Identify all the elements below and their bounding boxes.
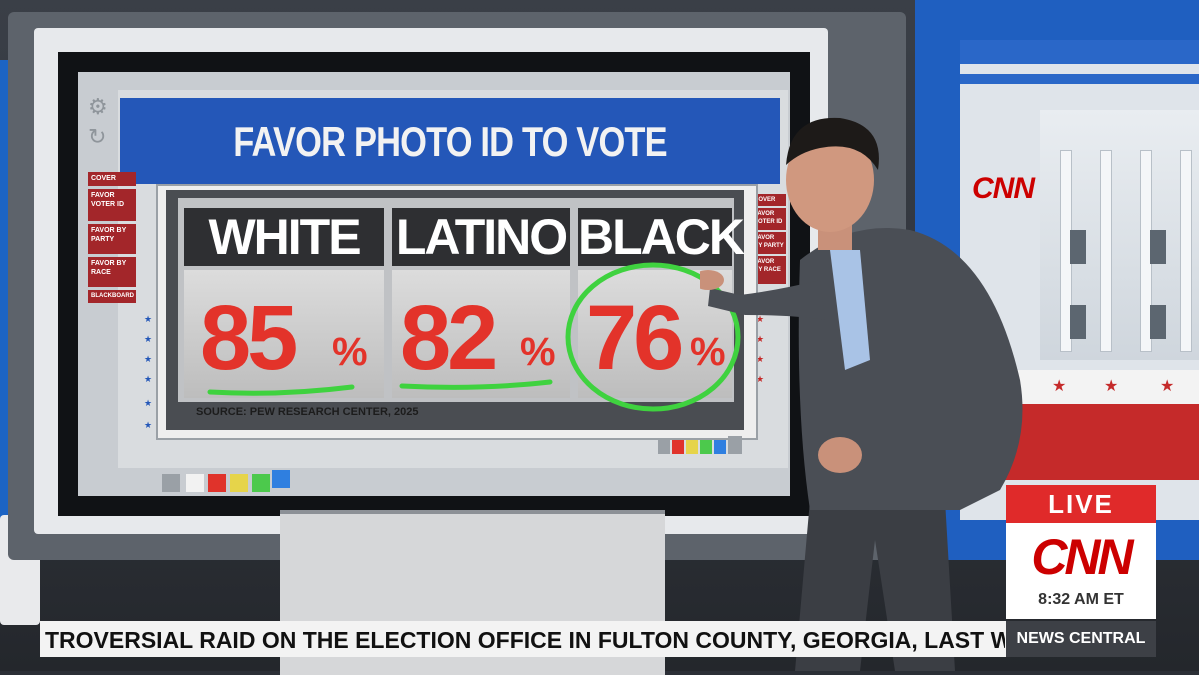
source-note: SOURCE: PEW RESEARCH CENTER, 2025 bbox=[196, 406, 419, 418]
percent-value-black: 76 bbox=[586, 287, 684, 389]
star-icon: ★ bbox=[756, 314, 765, 324]
percent-sign: % bbox=[332, 330, 368, 374]
menu-item-cover[interactable]: COVER bbox=[88, 172, 136, 186]
white-house-window bbox=[1070, 230, 1086, 264]
menu-item-favor-by-party[interactable]: FAVOR BY PARTY bbox=[88, 224, 136, 254]
news-ticker bbox=[40, 621, 1010, 657]
white-house-window bbox=[1150, 230, 1166, 264]
color-chip[interactable] bbox=[686, 440, 698, 454]
white-house-column bbox=[1180, 150, 1192, 352]
color-chip[interactable] bbox=[162, 474, 180, 492]
white-house-image bbox=[1040, 110, 1199, 360]
color-chip[interactable] bbox=[272, 470, 290, 488]
title-bar bbox=[120, 98, 780, 184]
star-icon: ★ bbox=[1104, 378, 1119, 395]
column-panel bbox=[392, 270, 570, 398]
wall-stripe bbox=[960, 74, 1199, 84]
color-chip[interactable] bbox=[230, 474, 248, 492]
circle-mark bbox=[565, 262, 741, 412]
white-house-window bbox=[1070, 305, 1086, 339]
color-chip[interactable] bbox=[658, 440, 670, 454]
cnn-logo: CNN bbox=[1031, 529, 1133, 585]
show-name: NEWS CENTRAL bbox=[1006, 621, 1156, 657]
star-icon: ★ bbox=[144, 354, 153, 364]
menu-item-favor-voter-id[interactable]: FAVOR VOTER ID bbox=[88, 189, 136, 221]
menu-item-favor-by-race[interactable]: FAVOR BY RACE bbox=[88, 257, 136, 287]
menu-item-cover[interactable]: COVER bbox=[752, 194, 786, 206]
color-chip[interactable] bbox=[714, 440, 726, 454]
column-header-latino: LATINO bbox=[392, 208, 570, 266]
gear-icon[interactable]: ⚙ bbox=[88, 94, 108, 119]
star-icon: ★ bbox=[756, 374, 765, 384]
wall-stripe bbox=[960, 40, 1199, 64]
graphic-title: FAVOR PHOTO ID TO VOTE bbox=[233, 118, 667, 165]
star-icon: ★ bbox=[1052, 378, 1067, 395]
refresh-icon[interactable]: ↻ bbox=[88, 124, 107, 149]
star-icon: ★ bbox=[144, 374, 153, 384]
star-icon: ★ bbox=[756, 354, 765, 364]
wall-cnn-logo: CNN bbox=[972, 172, 1035, 205]
color-chip[interactable] bbox=[672, 440, 684, 454]
color-chip[interactable] bbox=[208, 474, 226, 492]
ticker-text: TROVERSIAL RAID ON THE ELECTION OFFICE I… bbox=[45, 627, 1005, 653]
menu-item-blackboard[interactable]: BLACKBOARD bbox=[88, 290, 136, 303]
color-chip[interactable] bbox=[252, 474, 270, 492]
star-icon: ★ bbox=[1160, 378, 1175, 395]
color-chip[interactable] bbox=[186, 474, 204, 492]
presenter bbox=[700, 117, 1023, 671]
broadcast-time: 8:32 AM ET bbox=[1038, 591, 1124, 608]
white-house-column bbox=[1100, 150, 1112, 352]
star-icon: ★ bbox=[144, 398, 153, 408]
network-bug bbox=[1006, 523, 1156, 619]
color-chip[interactable] bbox=[700, 440, 712, 454]
underline-mark bbox=[207, 384, 355, 396]
white-house-window bbox=[1150, 305, 1166, 339]
star-icon: ★ bbox=[144, 420, 153, 430]
star-icon: ★ bbox=[144, 334, 153, 344]
percent-sign: % bbox=[690, 330, 726, 374]
menu-item-favor-by-party[interactable]: FAVOR BY PARTY bbox=[752, 232, 786, 254]
live-badge: LIVE bbox=[1006, 485, 1156, 523]
percent-sign: % bbox=[520, 330, 556, 374]
percent-value-white: 85 bbox=[200, 287, 298, 389]
menu-item-favor-voter-id[interactable]: FAVOR VOTER ID bbox=[752, 208, 786, 230]
star-icon: ★ bbox=[756, 334, 765, 344]
star-icon: ★ bbox=[144, 314, 153, 324]
underline-mark bbox=[399, 379, 553, 390]
color-chip[interactable] bbox=[728, 436, 742, 454]
column-header-white: WHITE bbox=[184, 208, 384, 266]
column-panel bbox=[578, 270, 732, 398]
column-header-black: BLACK bbox=[578, 208, 745, 266]
column-panel bbox=[184, 270, 384, 398]
percent-value-latino: 82 bbox=[400, 287, 498, 389]
